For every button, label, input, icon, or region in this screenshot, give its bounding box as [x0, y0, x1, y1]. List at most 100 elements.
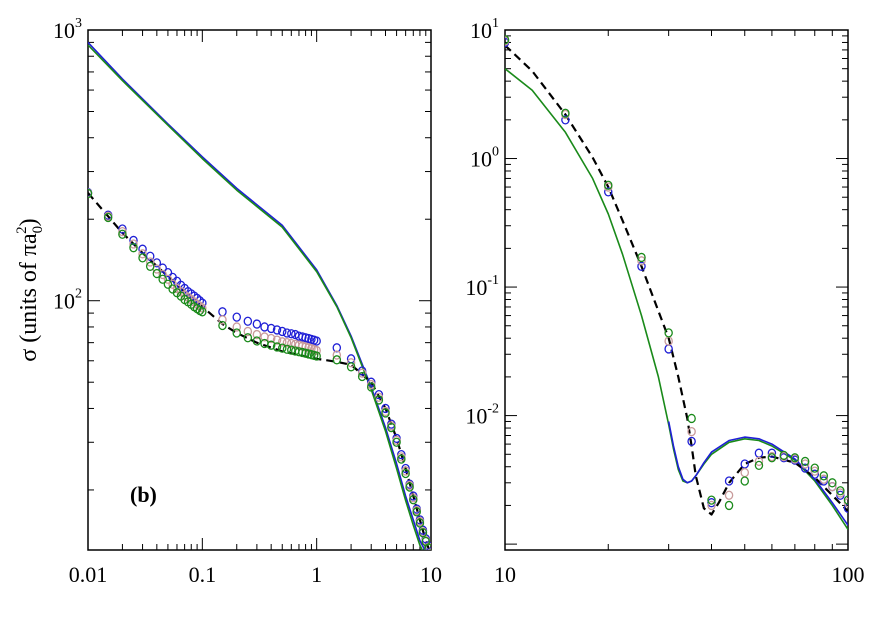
data-point-circles-blue: [374, 389, 384, 400]
data-point-circles-pink: [252, 329, 262, 340]
data-point-circles-green: [819, 471, 829, 481]
data-point-circles-blue: [561, 115, 570, 125]
data-point-circles-green: [266, 340, 276, 350]
y-tick-label-exponent: 0: [492, 145, 499, 160]
data-point-circles-pink: [374, 392, 384, 402]
data-point-circles-green: [232, 328, 242, 338]
y-tick-label-exponent: -2: [487, 402, 499, 417]
data-point-circles-pink: [810, 466, 820, 476]
x-tick-label: 0.1: [189, 562, 217, 587]
data-point-circles-blue: [158, 263, 167, 273]
data-point-circles-pink: [129, 239, 138, 249]
data-point-circles-green: [405, 482, 414, 492]
data-point-circles-blue: [232, 312, 242, 322]
y-axis-label-main: σ (units of πa: [16, 233, 42, 362]
data-point-circles-green: [287, 345, 296, 355]
data-point-circles-green: [707, 495, 716, 505]
right-plot-frame: [504, 29, 849, 551]
data-point-circles-blue: [843, 503, 848, 513]
data-point-circles-pink: [754, 456, 764, 467]
panel-label: (b): [130, 482, 157, 507]
data-point-circles-pink: [198, 303, 207, 313]
data-point-circles-green: [298, 347, 307, 358]
data-point-circles-green: [724, 500, 734, 511]
x-tick-label: 1: [311, 562, 322, 587]
data-point-circles-blue: [687, 436, 696, 447]
data-point-circles-green: [428, 549, 431, 550]
data-point-circles-blue: [427, 547, 431, 550]
data-point-circles-green: [604, 180, 613, 190]
data-point-circles-green: [754, 460, 764, 471]
data-point-circles-pink: [828, 481, 837, 492]
y-tick-label: 103: [53, 16, 82, 43]
data-point-circles-pink: [707, 500, 716, 511]
data-point-circles-pink: [637, 256, 646, 266]
data-point-circles-green: [118, 229, 127, 239]
x-tick-label: 10: [420, 562, 442, 587]
y-tick-label-base: 10: [53, 18, 75, 43]
data-point-circles-green: [800, 456, 810, 467]
data-point-circles-pink: [287, 338, 296, 349]
data-point-circles-pink: [819, 474, 829, 484]
data-point-circles-green: [415, 518, 425, 528]
data-point-circles-pink: [740, 467, 749, 478]
data-point-circles-blue: [272, 325, 282, 335]
data-point-circles-blue: [724, 476, 734, 486]
data-point-circles-pink: [138, 249, 147, 259]
svg-text:σ (units of πa02): σ (units of πa02): [14, 218, 46, 361]
data-point-circles-pink: [282, 338, 292, 348]
data-point-circles-green: [505, 35, 510, 45]
data-point-circles-blue: [129, 235, 138, 246]
left-axis-ticks: [87, 29, 432, 550]
data-point-circles-pink: [232, 322, 242, 332]
y-tick-label: 10-1: [465, 273, 499, 300]
y-axis-label: σ (units of πa02): [14, 218, 46, 361]
data-point-circles-green: [740, 476, 749, 486]
data-point-circles-green: [664, 328, 673, 338]
data-point-circles-green: [272, 342, 282, 352]
data-point-circles-green: [836, 486, 845, 496]
data-point-circles-blue: [604, 187, 613, 197]
data-point-circles-green: [392, 437, 401, 447]
data-point-circles-green: [810, 463, 820, 473]
data-point-circles-pink: [357, 368, 367, 378]
data-point-circles-pink: [843, 498, 848, 508]
y-tick-label-base: 10: [53, 289, 75, 314]
y-tick-label-exponent: -1: [487, 273, 499, 288]
data-point-circles-green: [418, 528, 428, 538]
data-point-circles-pink: [392, 435, 401, 445]
data-point-circles-green: [332, 355, 342, 365]
data-point-circles-blue: [637, 261, 646, 271]
data-point-circles-green: [163, 279, 173, 289]
data-point-circles-green: [282, 344, 292, 354]
data-point-circles-green: [767, 453, 777, 463]
data-point-circles-green: [374, 395, 384, 405]
data-point-circles-green: [312, 351, 321, 361]
data-point-circles-pink: [687, 426, 696, 437]
data-point-circles-pink: [427, 548, 431, 550]
data-point-circles-blue: [277, 326, 287, 337]
y-tick-label-exponent: 1: [492, 16, 499, 31]
data-point-circles-blue: [260, 322, 269, 332]
data-point-circles-green: [637, 252, 646, 263]
data-point-circles-blue: [243, 316, 253, 326]
data-point-circles-green: [158, 274, 167, 284]
data-point-circles-blue: [381, 403, 390, 414]
data-point-circles-green: [243, 333, 253, 343]
data-point-circles-pink: [724, 490, 734, 500]
data-point-circles-green: [88, 188, 93, 199]
data-point-circles-green: [252, 336, 262, 346]
data-point-circles-green: [561, 108, 570, 118]
data-point-circles-blue: [767, 448, 777, 458]
data-point-circles-green: [129, 243, 138, 253]
data-point-circles-pink: [346, 358, 356, 368]
data-point-circles-blue: [810, 469, 820, 479]
data-point-circles-pink: [118, 226, 127, 237]
y-tick-label-exponent: 2: [75, 287, 82, 302]
data-point-circles-blue: [145, 251, 155, 261]
data-point-circles-green: [401, 468, 410, 479]
data-point-circles-green: [366, 382, 376, 392]
